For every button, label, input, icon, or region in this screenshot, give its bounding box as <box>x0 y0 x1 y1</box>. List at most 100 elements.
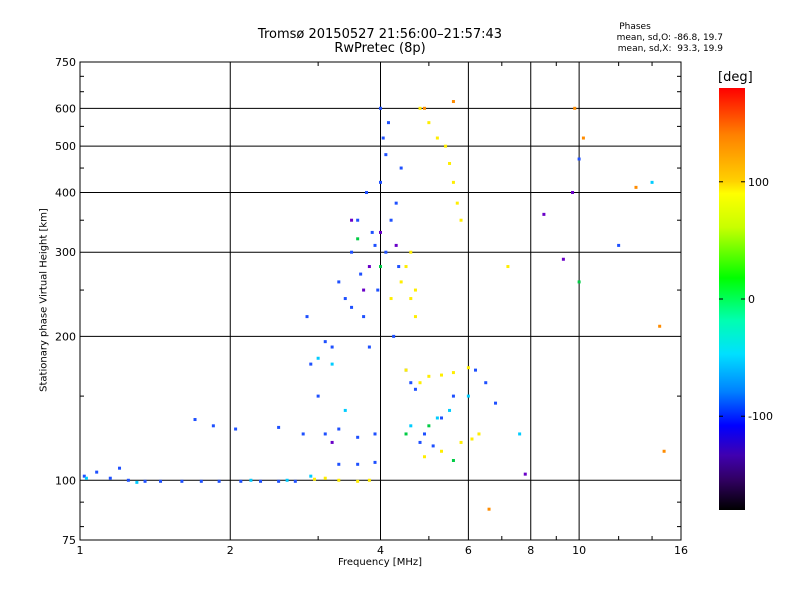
colorbar-title: [deg] <box>718 70 753 85</box>
data-point <box>577 280 581 284</box>
data-point <box>285 478 289 482</box>
data-point <box>451 100 455 104</box>
data-point <box>431 444 435 448</box>
data-point <box>249 478 253 482</box>
data-point <box>418 106 422 110</box>
data-point <box>337 462 341 466</box>
data-point <box>409 250 413 254</box>
data-point <box>82 474 86 478</box>
data-point <box>418 440 422 444</box>
data-point <box>384 153 388 157</box>
data-point <box>413 315 417 319</box>
data-point <box>440 373 444 377</box>
data-point <box>376 288 380 292</box>
grid-lines <box>80 62 681 540</box>
data-point <box>367 265 371 269</box>
data-point <box>356 237 360 241</box>
data-point <box>451 458 455 462</box>
data-point <box>305 315 309 319</box>
data-point <box>277 425 281 429</box>
data-point <box>409 381 413 385</box>
x-axis-ticks: 1 2 4 6 8 10 16 <box>77 62 688 557</box>
data-point <box>330 345 334 349</box>
data-point <box>143 479 147 483</box>
data-point <box>379 180 382 184</box>
data-point <box>118 466 122 470</box>
y-tick-label: 75 <box>62 534 76 547</box>
data-point <box>617 243 621 247</box>
data-point <box>561 257 565 261</box>
data-point <box>422 455 426 459</box>
data-point <box>404 432 408 436</box>
data-point <box>370 230 374 234</box>
data-point <box>455 201 459 205</box>
data-point <box>459 440 463 444</box>
x-tick-label: 1 <box>77 544 84 557</box>
data-point <box>316 394 320 398</box>
data-point <box>448 161 452 165</box>
data-point <box>379 230 382 234</box>
data-point <box>422 432 426 436</box>
x-tick-label: 2 <box>227 544 234 557</box>
data-point <box>404 368 408 372</box>
colorbar-tick-label: -100 <box>748 410 773 423</box>
data-point <box>444 144 448 148</box>
data-point <box>323 340 327 344</box>
data-point <box>381 136 385 140</box>
y-tick-label: 300 <box>55 246 76 259</box>
data-point <box>343 297 347 301</box>
x-tick-label: 10 <box>572 544 586 557</box>
colorbar-tick-label: 0 <box>748 293 755 306</box>
data-point <box>126 478 130 482</box>
data-point <box>309 474 313 478</box>
data-point <box>409 424 413 428</box>
data-point <box>662 449 666 453</box>
data-point <box>573 106 577 110</box>
data-point <box>494 401 498 405</box>
x-tick-label: 6 <box>465 544 472 557</box>
data-point <box>404 265 408 269</box>
data-point <box>373 432 377 436</box>
data-point <box>542 212 546 216</box>
data-point <box>373 460 377 464</box>
data-point <box>466 366 470 370</box>
data-point <box>470 437 474 441</box>
data-point <box>451 371 455 375</box>
data-point <box>337 427 341 431</box>
y-tick-label: 200 <box>55 330 76 343</box>
y-tick-label: 750 <box>55 56 76 69</box>
data-point <box>435 416 439 420</box>
data-point <box>301 432 305 436</box>
phases-heading: Phases <box>619 22 651 32</box>
data-point <box>418 381 422 385</box>
data-point <box>362 315 366 319</box>
data-point <box>362 288 366 292</box>
data-point <box>440 449 444 453</box>
phase-colorbar <box>719 88 745 510</box>
data-point <box>356 435 360 439</box>
x-tick-label: 8 <box>527 544 534 557</box>
data-point <box>448 408 452 412</box>
y-tick-label: 600 <box>55 102 76 115</box>
colorbar-ticks: 100 0 -100 <box>719 176 773 423</box>
y-axis-label: Stationary phase Virtual Height [km] <box>38 208 50 392</box>
data-point <box>427 424 431 428</box>
data-point <box>211 424 215 428</box>
data-point <box>440 416 444 420</box>
data-point <box>413 387 417 391</box>
data-point <box>330 362 334 366</box>
data-point <box>506 265 510 269</box>
data-point <box>135 480 139 484</box>
data-point <box>367 478 371 482</box>
data-point <box>379 106 382 110</box>
data-point <box>159 479 163 483</box>
data-point <box>451 180 455 184</box>
data-point <box>413 288 417 292</box>
chart-subtitle: RwPretec (8p) <box>334 41 426 56</box>
data-point <box>365 190 369 194</box>
data-point <box>386 121 390 125</box>
data-point <box>523 472 527 476</box>
data-point <box>180 479 184 483</box>
data-point <box>350 305 354 309</box>
